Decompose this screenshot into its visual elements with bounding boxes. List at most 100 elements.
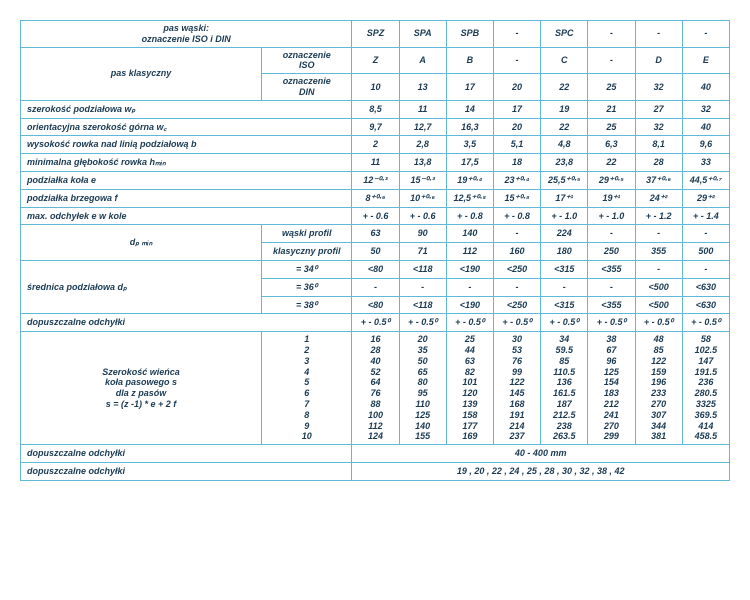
c: 16 28 40 52 64 76 88 100 112 124 bbox=[352, 332, 399, 445]
c: 32 bbox=[635, 118, 682, 136]
c: 13 bbox=[399, 74, 446, 101]
c: 23,8 bbox=[541, 154, 588, 172]
c: + - 0.5⁰ bbox=[446, 314, 493, 332]
c: 25,5⁺⁰·⁵ bbox=[541, 171, 588, 189]
c: 4,8 bbox=[541, 136, 588, 154]
c: 500 bbox=[682, 243, 729, 261]
c: 44,5⁺⁰·⁷ bbox=[682, 171, 729, 189]
c: <250 bbox=[493, 260, 540, 278]
col-spb: SPB bbox=[446, 21, 493, 48]
c: + - 1.0 bbox=[541, 207, 588, 225]
c: 180 bbox=[541, 243, 588, 261]
c: 22 bbox=[541, 118, 588, 136]
c: 38 67 96 125 154 183 212 241 270 299 bbox=[588, 332, 635, 445]
c: 14 bbox=[446, 100, 493, 118]
c: 19⁺¹ bbox=[588, 189, 635, 207]
label-dpmin: dₚ ₘᵢₙ bbox=[21, 225, 262, 261]
row-b: wysokość rowka nad linią podziałową b 22… bbox=[21, 136, 730, 154]
c: - bbox=[635, 260, 682, 278]
angle-38: = 38⁰ bbox=[262, 296, 352, 314]
c: 30 53 76 99 122 145 168 191 214 237 bbox=[493, 332, 540, 445]
c: 355 bbox=[635, 243, 682, 261]
row-e: podziałka koła e 12⁻⁰·³15⁻⁰·³19⁺⁰·⁴23⁺⁰·… bbox=[21, 171, 730, 189]
c: <315 bbox=[541, 260, 588, 278]
c: - bbox=[399, 278, 446, 296]
c: 5,1 bbox=[493, 136, 540, 154]
c: Z bbox=[352, 47, 399, 74]
c: 23⁺⁰·⁴ bbox=[493, 171, 540, 189]
l: dopuszczalne odchyłki bbox=[21, 314, 352, 332]
c: <250 bbox=[493, 296, 540, 314]
c: C bbox=[541, 47, 588, 74]
c: - bbox=[446, 278, 493, 296]
c: - bbox=[682, 225, 729, 243]
c: 8,5 bbox=[352, 100, 399, 118]
row-ws: orientacyjna szerokość górna w꜀ 9,712,71… bbox=[21, 118, 730, 136]
c: <630 bbox=[682, 296, 729, 314]
c: 17 bbox=[446, 74, 493, 101]
c: - bbox=[588, 278, 635, 296]
c: E bbox=[682, 47, 729, 74]
row-dpmin-narrow: dₚ ₘᵢₙ wąski profil 6390140-224--- bbox=[21, 225, 730, 243]
c: <118 bbox=[399, 296, 446, 314]
c: 19⁺⁰·⁴ bbox=[446, 171, 493, 189]
c: 160 bbox=[493, 243, 540, 261]
c: 13,8 bbox=[399, 154, 446, 172]
col-n3: - bbox=[493, 21, 540, 48]
c: + - 0.5⁰ bbox=[635, 314, 682, 332]
c: 90 bbox=[399, 225, 446, 243]
c: 50 bbox=[352, 243, 399, 261]
c: B bbox=[446, 47, 493, 74]
c: 140 bbox=[446, 225, 493, 243]
c: + - 0.8 bbox=[446, 207, 493, 225]
l: podziałka koła e bbox=[21, 171, 352, 189]
c: 12,7 bbox=[399, 118, 446, 136]
col-n7: - bbox=[682, 21, 729, 48]
c: 12⁻⁰·³ bbox=[352, 171, 399, 189]
label-narrow-belt: pas wąski: oznaczenie ISO i DIN bbox=[21, 21, 352, 48]
c: 28 bbox=[635, 154, 682, 172]
l: podziałka brzegowa f bbox=[21, 189, 352, 207]
c: 15⁺⁰·⁸ bbox=[493, 189, 540, 207]
c: + - 0.5⁰ bbox=[493, 314, 540, 332]
c: - bbox=[682, 260, 729, 278]
c: 224 bbox=[541, 225, 588, 243]
c: + - 0.6 bbox=[399, 207, 446, 225]
c: 112 bbox=[446, 243, 493, 261]
c: <118 bbox=[399, 260, 446, 278]
c: + - 0.5⁰ bbox=[352, 314, 399, 332]
c: 63 bbox=[352, 225, 399, 243]
c: 40 bbox=[682, 118, 729, 136]
angle-34: = 34⁰ bbox=[262, 260, 352, 278]
c: 17⁺¹ bbox=[541, 189, 588, 207]
c: + - 1.2 bbox=[635, 207, 682, 225]
c: + - 0.5⁰ bbox=[588, 314, 635, 332]
row-tol1: dopuszczalne odchyłki + - 0.5⁰+ - 0.5⁰+ … bbox=[21, 314, 730, 332]
row-dp-34: średnica podziałowa dₚ = 34⁰ <80<118<190… bbox=[21, 260, 730, 278]
c: 71 bbox=[399, 243, 446, 261]
c: 8,1 bbox=[635, 136, 682, 154]
c: 2 bbox=[352, 136, 399, 154]
c: 2,8 bbox=[399, 136, 446, 154]
c: + - 0.5⁰ bbox=[399, 314, 446, 332]
c: 48 85 122 159 196 233 270 307 344 381 bbox=[635, 332, 682, 445]
label-dp: średnica podziałowa dₚ bbox=[21, 260, 262, 313]
c: 58 102.5 147 191.5 236 280.5 3325 369.5 … bbox=[682, 332, 729, 445]
col-spz: SPZ bbox=[352, 21, 399, 48]
c: <80 bbox=[352, 260, 399, 278]
row-rim: Szerokość wieńca koła pasowego s dla z p… bbox=[21, 332, 730, 445]
col-spc: SPC bbox=[541, 21, 588, 48]
c: 19 bbox=[541, 100, 588, 118]
c: 22 bbox=[588, 154, 635, 172]
c: 34 59.5 85 110.5 136 161.5 187 212.5 238… bbox=[541, 332, 588, 445]
c: 6,3 bbox=[588, 136, 635, 154]
c: - bbox=[493, 47, 540, 74]
c: <500 bbox=[635, 278, 682, 296]
c: 10⁺⁰·⁶ bbox=[399, 189, 446, 207]
c: - bbox=[541, 278, 588, 296]
l: minimalna głębokość rowka hₘᵢₙ bbox=[21, 154, 352, 172]
c: 16,3 bbox=[446, 118, 493, 136]
c: - bbox=[635, 225, 682, 243]
c: 22 bbox=[541, 74, 588, 101]
label-rim: Szerokość wieńca koła pasowego s dla z p… bbox=[21, 332, 262, 445]
